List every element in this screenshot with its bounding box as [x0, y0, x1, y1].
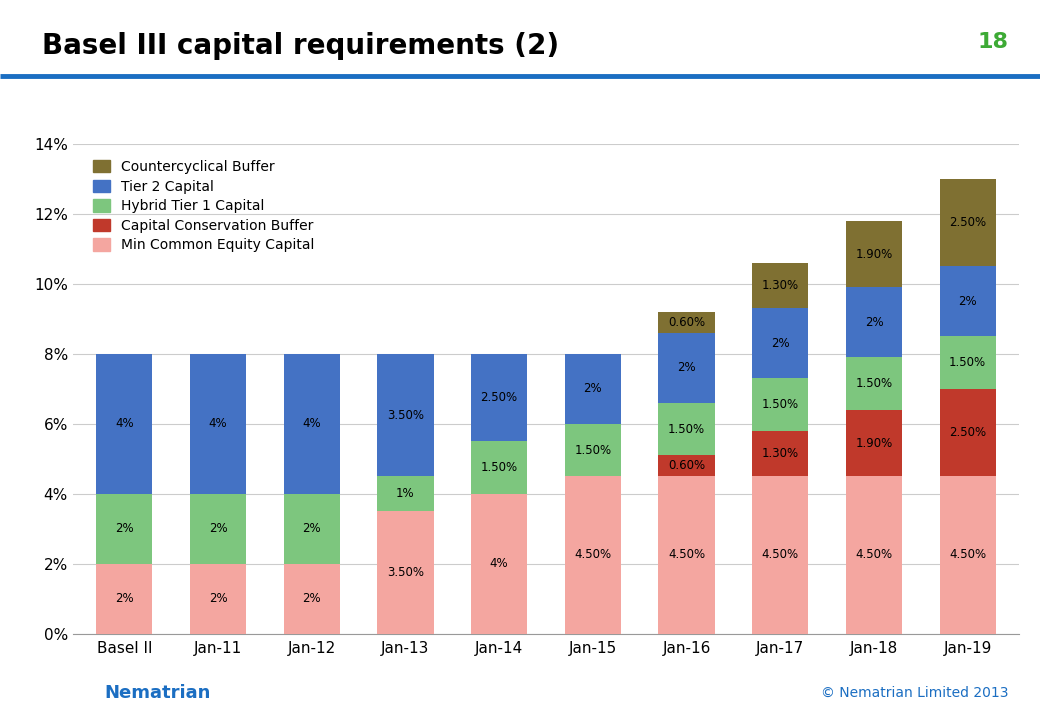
Bar [565, 354, 621, 424]
Text: 4%: 4% [490, 557, 509, 570]
Bar [471, 354, 527, 441]
Bar [190, 494, 246, 564]
Text: 4.50%: 4.50% [574, 549, 612, 562]
Text: 1.50%: 1.50% [950, 356, 986, 369]
Text: Basel III capital requirements (2): Basel III capital requirements (2) [42, 32, 558, 60]
Text: 1.30%: 1.30% [761, 279, 799, 292]
Text: 4.50%: 4.50% [761, 549, 799, 562]
Bar [939, 389, 995, 476]
Text: 0.60%: 0.60% [668, 459, 705, 472]
Bar [190, 564, 246, 634]
Bar [658, 402, 714, 455]
Bar [97, 564, 153, 634]
Text: 2%: 2% [303, 522, 321, 535]
Text: 2%: 2% [771, 337, 789, 350]
Text: 4.50%: 4.50% [668, 549, 705, 562]
Bar [939, 266, 995, 336]
Text: 2.50%: 2.50% [950, 216, 986, 229]
Text: 2%: 2% [209, 522, 228, 535]
Bar [658, 476, 714, 634]
Bar [565, 424, 621, 476]
Bar [378, 476, 434, 511]
Bar [846, 221, 902, 287]
Text: 3.50%: 3.50% [387, 408, 424, 421]
Text: 2%: 2% [864, 316, 883, 329]
Text: 3.50%: 3.50% [387, 566, 424, 579]
Legend: Countercyclical Buffer, Tier 2 Capital, Hybrid Tier 1 Capital, Capital Conservat: Countercyclical Buffer, Tier 2 Capital, … [89, 156, 318, 256]
Bar [939, 336, 995, 389]
Text: 2%: 2% [209, 592, 228, 605]
Text: 2%: 2% [115, 592, 134, 605]
Text: 2%: 2% [303, 592, 321, 605]
Text: 4.50%: 4.50% [855, 549, 892, 562]
Text: 0.60%: 0.60% [668, 316, 705, 329]
Text: 2%: 2% [677, 361, 696, 374]
Text: 1.30%: 1.30% [761, 447, 799, 460]
Text: 4%: 4% [303, 418, 321, 431]
Bar [284, 354, 340, 494]
Bar [752, 431, 808, 476]
Bar [284, 494, 340, 564]
Bar [97, 494, 153, 564]
Bar [284, 564, 340, 634]
Bar [658, 455, 714, 476]
Text: 1.50%: 1.50% [855, 377, 892, 390]
Text: 2%: 2% [115, 522, 134, 535]
Text: 1.90%: 1.90% [855, 248, 892, 261]
Bar [658, 312, 714, 333]
Text: 1.50%: 1.50% [574, 444, 612, 456]
Text: 1.50%: 1.50% [668, 423, 705, 436]
Text: Nematrian: Nematrian [104, 684, 210, 701]
Text: 2.50%: 2.50% [950, 426, 986, 439]
Bar [939, 179, 995, 266]
Bar [752, 308, 808, 378]
Bar [752, 476, 808, 634]
Bar [565, 476, 621, 634]
Bar [97, 354, 153, 494]
Text: © Nematrian Limited 2013: © Nematrian Limited 2013 [822, 685, 1009, 700]
Text: 4%: 4% [209, 418, 228, 431]
Text: 1.50%: 1.50% [480, 461, 518, 474]
Text: 4.50%: 4.50% [950, 549, 986, 562]
Text: 2%: 2% [958, 295, 977, 308]
Bar [846, 357, 902, 410]
Text: 4%: 4% [115, 418, 134, 431]
Text: 2.50%: 2.50% [480, 391, 518, 404]
Bar [939, 476, 995, 634]
Bar [846, 410, 902, 476]
Bar [846, 476, 902, 634]
Bar [752, 263, 808, 308]
Text: 1.90%: 1.90% [855, 436, 892, 449]
Bar [752, 378, 808, 431]
Bar [378, 511, 434, 634]
Bar [471, 441, 527, 494]
Text: 1%: 1% [396, 487, 415, 500]
Bar [378, 354, 434, 476]
Bar [658, 333, 714, 402]
Text: 2%: 2% [583, 382, 602, 395]
Bar [471, 494, 527, 634]
Text: 1.50%: 1.50% [761, 398, 799, 411]
Bar [846, 287, 902, 357]
Bar [190, 354, 246, 494]
Text: 18: 18 [978, 32, 1009, 53]
